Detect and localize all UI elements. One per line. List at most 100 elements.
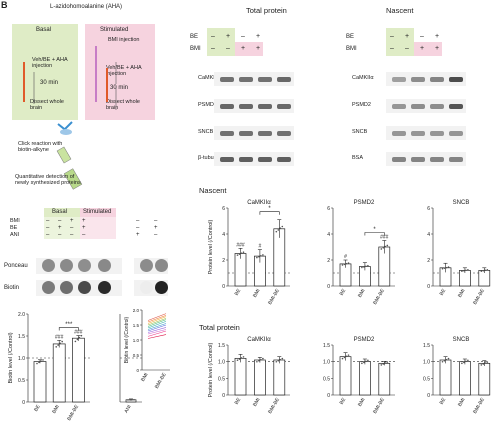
data-point (40, 360, 42, 362)
blot-strip (214, 72, 294, 86)
data-point (256, 360, 258, 363)
data-point (127, 399, 129, 401)
y-tick-label: 0 (427, 393, 430, 399)
y-tick-label: 2 (427, 258, 430, 264)
sig-mark: # (344, 254, 347, 260)
y-tick-label: 1.5 (423, 343, 430, 349)
biotin-dot (98, 281, 111, 294)
blot-row-label: β-tubulin (198, 155, 220, 161)
data-point (461, 270, 463, 272)
blot-band (277, 157, 291, 162)
chart-total-camk: 0 0.5 1.0 1.5 CaMKIIα Protein level (/Control… (208, 337, 290, 415)
chart-nascent-psmd2: 0 2 4 6 PSMD2 # BE BMI ### BMI-BE * (327, 200, 395, 306)
nascent-title: Nascent (199, 186, 227, 195)
x-tick-label: BMI (51, 404, 61, 415)
top-sign-row-label: BE (346, 34, 355, 40)
data-point (258, 359, 260, 362)
x-tick-label: BE (339, 396, 348, 405)
y-tick-label: 2.0 (18, 312, 25, 318)
bar (478, 362, 491, 396)
x-tick-label: BE (234, 287, 243, 296)
top-sign: + (435, 45, 440, 52)
basal-title: Basal (36, 27, 52, 33)
top-sign: – (241, 33, 245, 40)
top-basal-shade (207, 28, 235, 56)
blot-band (392, 131, 406, 136)
bracket-label: * (373, 227, 376, 233)
data-point (260, 255, 262, 257)
blot-strip (386, 152, 466, 166)
ponceau-dot (60, 259, 73, 272)
data-point (36, 362, 38, 365)
data-point (361, 266, 363, 269)
data-point (367, 359, 369, 362)
blot-strip (214, 126, 294, 140)
chart-title: SNCB (453, 337, 470, 343)
bar (52, 343, 66, 403)
data-point (480, 364, 483, 366)
x-tick-label: BMI (252, 397, 262, 408)
x-tick-label: BE (439, 287, 448, 296)
blot-band (239, 104, 253, 109)
blot-band (449, 104, 463, 109)
left-sign: – (58, 218, 62, 224)
data-point (341, 357, 344, 360)
x-tick-label: ANI (123, 404, 132, 414)
y-tick-label: 1.0 (423, 360, 430, 366)
y-tick-label: 6 (427, 206, 430, 212)
y-tick-label: 1.0 (323, 360, 330, 366)
chart-total-sncb: 0 0.5 1.0 1.5 SNCB BE BMI BMI-BE (423, 337, 491, 415)
biotin-dot (155, 281, 168, 294)
bar (254, 359, 266, 396)
blot-band (239, 77, 253, 82)
data-point (386, 361, 389, 363)
blot-band (449, 157, 463, 162)
bar (339, 356, 352, 396)
bar (439, 359, 452, 396)
data-point (365, 360, 367, 363)
sig-mark: ### (74, 330, 83, 336)
data-point (242, 251, 245, 253)
data-point (38, 361, 40, 364)
blot-band (430, 131, 444, 136)
y-axis-label: Protein level (/Control) (208, 342, 214, 397)
data-point (262, 254, 264, 256)
pair-line (147, 318, 167, 326)
ponceau-dot (42, 259, 55, 272)
y-axis-label: Biotin level (/Control) (8, 332, 14, 383)
left-basal-title: Basal (52, 209, 68, 215)
data-point (480, 270, 483, 272)
sig-bracket (58, 327, 79, 331)
data-point (343, 263, 346, 266)
data-point (240, 252, 243, 254)
data-point (447, 266, 450, 268)
data-point (384, 245, 387, 248)
left-stim-title: Stimulated (83, 209, 112, 215)
y-tick-label: 4 (222, 232, 225, 238)
y-tick-label: 0 (427, 284, 430, 290)
top-sign: – (390, 45, 394, 52)
pair-line (147, 321, 167, 329)
blot-strip (214, 99, 294, 113)
chart-ani: ANI (119, 314, 142, 414)
pair-line (147, 323, 167, 330)
data-point (443, 267, 446, 269)
top-sign: + (256, 45, 261, 52)
data-point (347, 354, 350, 356)
blot-band (430, 157, 444, 162)
data-point (279, 227, 282, 230)
left-sign: – (46, 232, 50, 238)
data-point (74, 340, 77, 343)
left-sign: + (82, 225, 86, 231)
left-sign: – (136, 218, 140, 224)
top-stim-shade (414, 42, 442, 56)
bar (273, 359, 286, 396)
data-point (447, 357, 450, 360)
data-point (484, 362, 487, 364)
blot-strip (386, 72, 466, 86)
y-tick-label: 0 (22, 400, 25, 406)
biotin-label: Biotin (4, 285, 20, 291)
pair-line (147, 329, 167, 335)
y-tick-label: 1.0 (18, 356, 25, 362)
blot-band (220, 131, 234, 136)
